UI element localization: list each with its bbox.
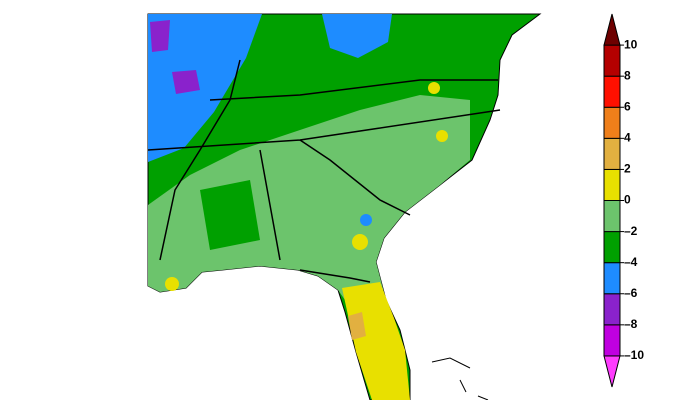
colorbar-band — [603, 44, 621, 77]
zone-purple-2 — [172, 70, 200, 94]
zone-green-patch — [200, 180, 260, 250]
colorbar-tick-label: 8 — [624, 68, 631, 82]
colorbar-band — [603, 262, 621, 295]
colorbar-band — [603, 168, 621, 202]
map — [147, 13, 542, 400]
state-border — [147, 59, 501, 283]
colorbar-tick-label: 4 — [624, 131, 631, 145]
colorbar-band — [603, 324, 621, 357]
colorbar-tick-label: –2 — [624, 224, 638, 238]
colorbar-tick-label: –6 — [624, 286, 638, 300]
colorbar-triangle — [603, 13, 621, 46]
colorbar-tick-label: 6 — [624, 99, 631, 113]
colorbar-tick-label: –10 — [624, 348, 644, 362]
colorbar-tick-label: –4 — [624, 255, 638, 269]
zone-blue-sc — [360, 214, 372, 226]
zone-blue-west — [148, 14, 262, 162]
colorbar-band — [603, 75, 621, 108]
colorbar-band — [603, 137, 621, 170]
colorbar: –10 –8 –6 –4 –2 0 2 4 6 8 10 — [603, 13, 644, 388]
colorbar-tick-label: 10 — [624, 37, 638, 51]
colorbar-tick-label: –8 — [624, 317, 638, 331]
zone-yellow-florida — [342, 282, 410, 400]
zone-purple — [150, 20, 170, 52]
zone-yellow-va — [428, 82, 440, 94]
caribbean-islands — [431, 357, 489, 400]
colorbar-band — [603, 200, 621, 233]
colorbar-tick-label: 2 — [624, 162, 631, 176]
zone-yellow-al — [165, 277, 179, 291]
zone-orange-florida — [348, 312, 366, 340]
colorbar-tick-label: 0 — [624, 193, 631, 207]
zone-lightgreen — [148, 95, 470, 300]
zone-yellow-ga — [352, 234, 368, 250]
colorbar-band — [603, 293, 621, 326]
colorbar-band — [603, 231, 621, 264]
zone-yellow-nc — [436, 130, 448, 142]
zone-blue-north — [322, 14, 392, 58]
colorbar-band — [603, 106, 621, 139]
colorbar-triangle — [603, 355, 621, 388]
